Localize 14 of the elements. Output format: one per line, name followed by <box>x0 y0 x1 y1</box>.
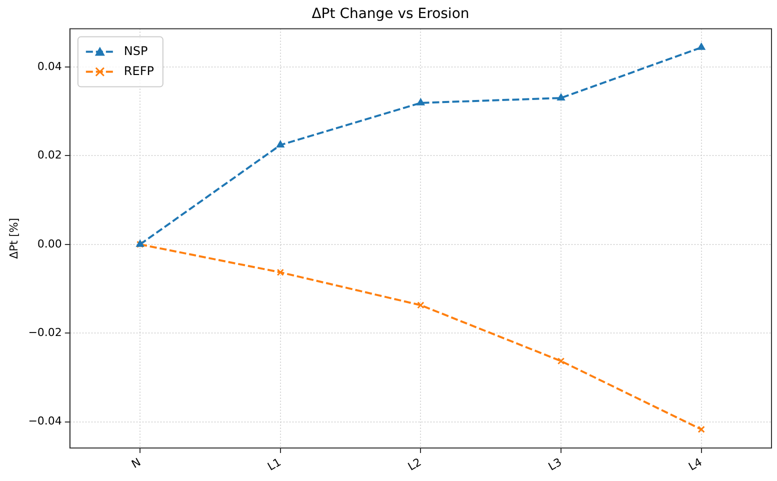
y-tick-label: −0.04 <box>28 414 62 428</box>
legend-label: NSP <box>124 44 148 58</box>
legend-label: REFP <box>124 64 154 78</box>
x-tick-label: N <box>129 456 143 471</box>
chart-title: ΔPt Change vs Erosion <box>312 6 470 22</box>
x-tick-label: L4 <box>686 456 704 474</box>
y-tick-label: 0.00 <box>37 237 62 250</box>
y-axis-title: ΔPt [%] <box>7 218 20 259</box>
x-tick-label: L2 <box>406 456 424 474</box>
y-tick-label: −0.02 <box>28 326 62 339</box>
x-tick-label: L1 <box>265 456 284 474</box>
x-tick-label: L3 <box>546 456 564 474</box>
y-tick-label: 0.02 <box>37 148 62 162</box>
y-tick-label: 0.04 <box>37 60 62 73</box>
